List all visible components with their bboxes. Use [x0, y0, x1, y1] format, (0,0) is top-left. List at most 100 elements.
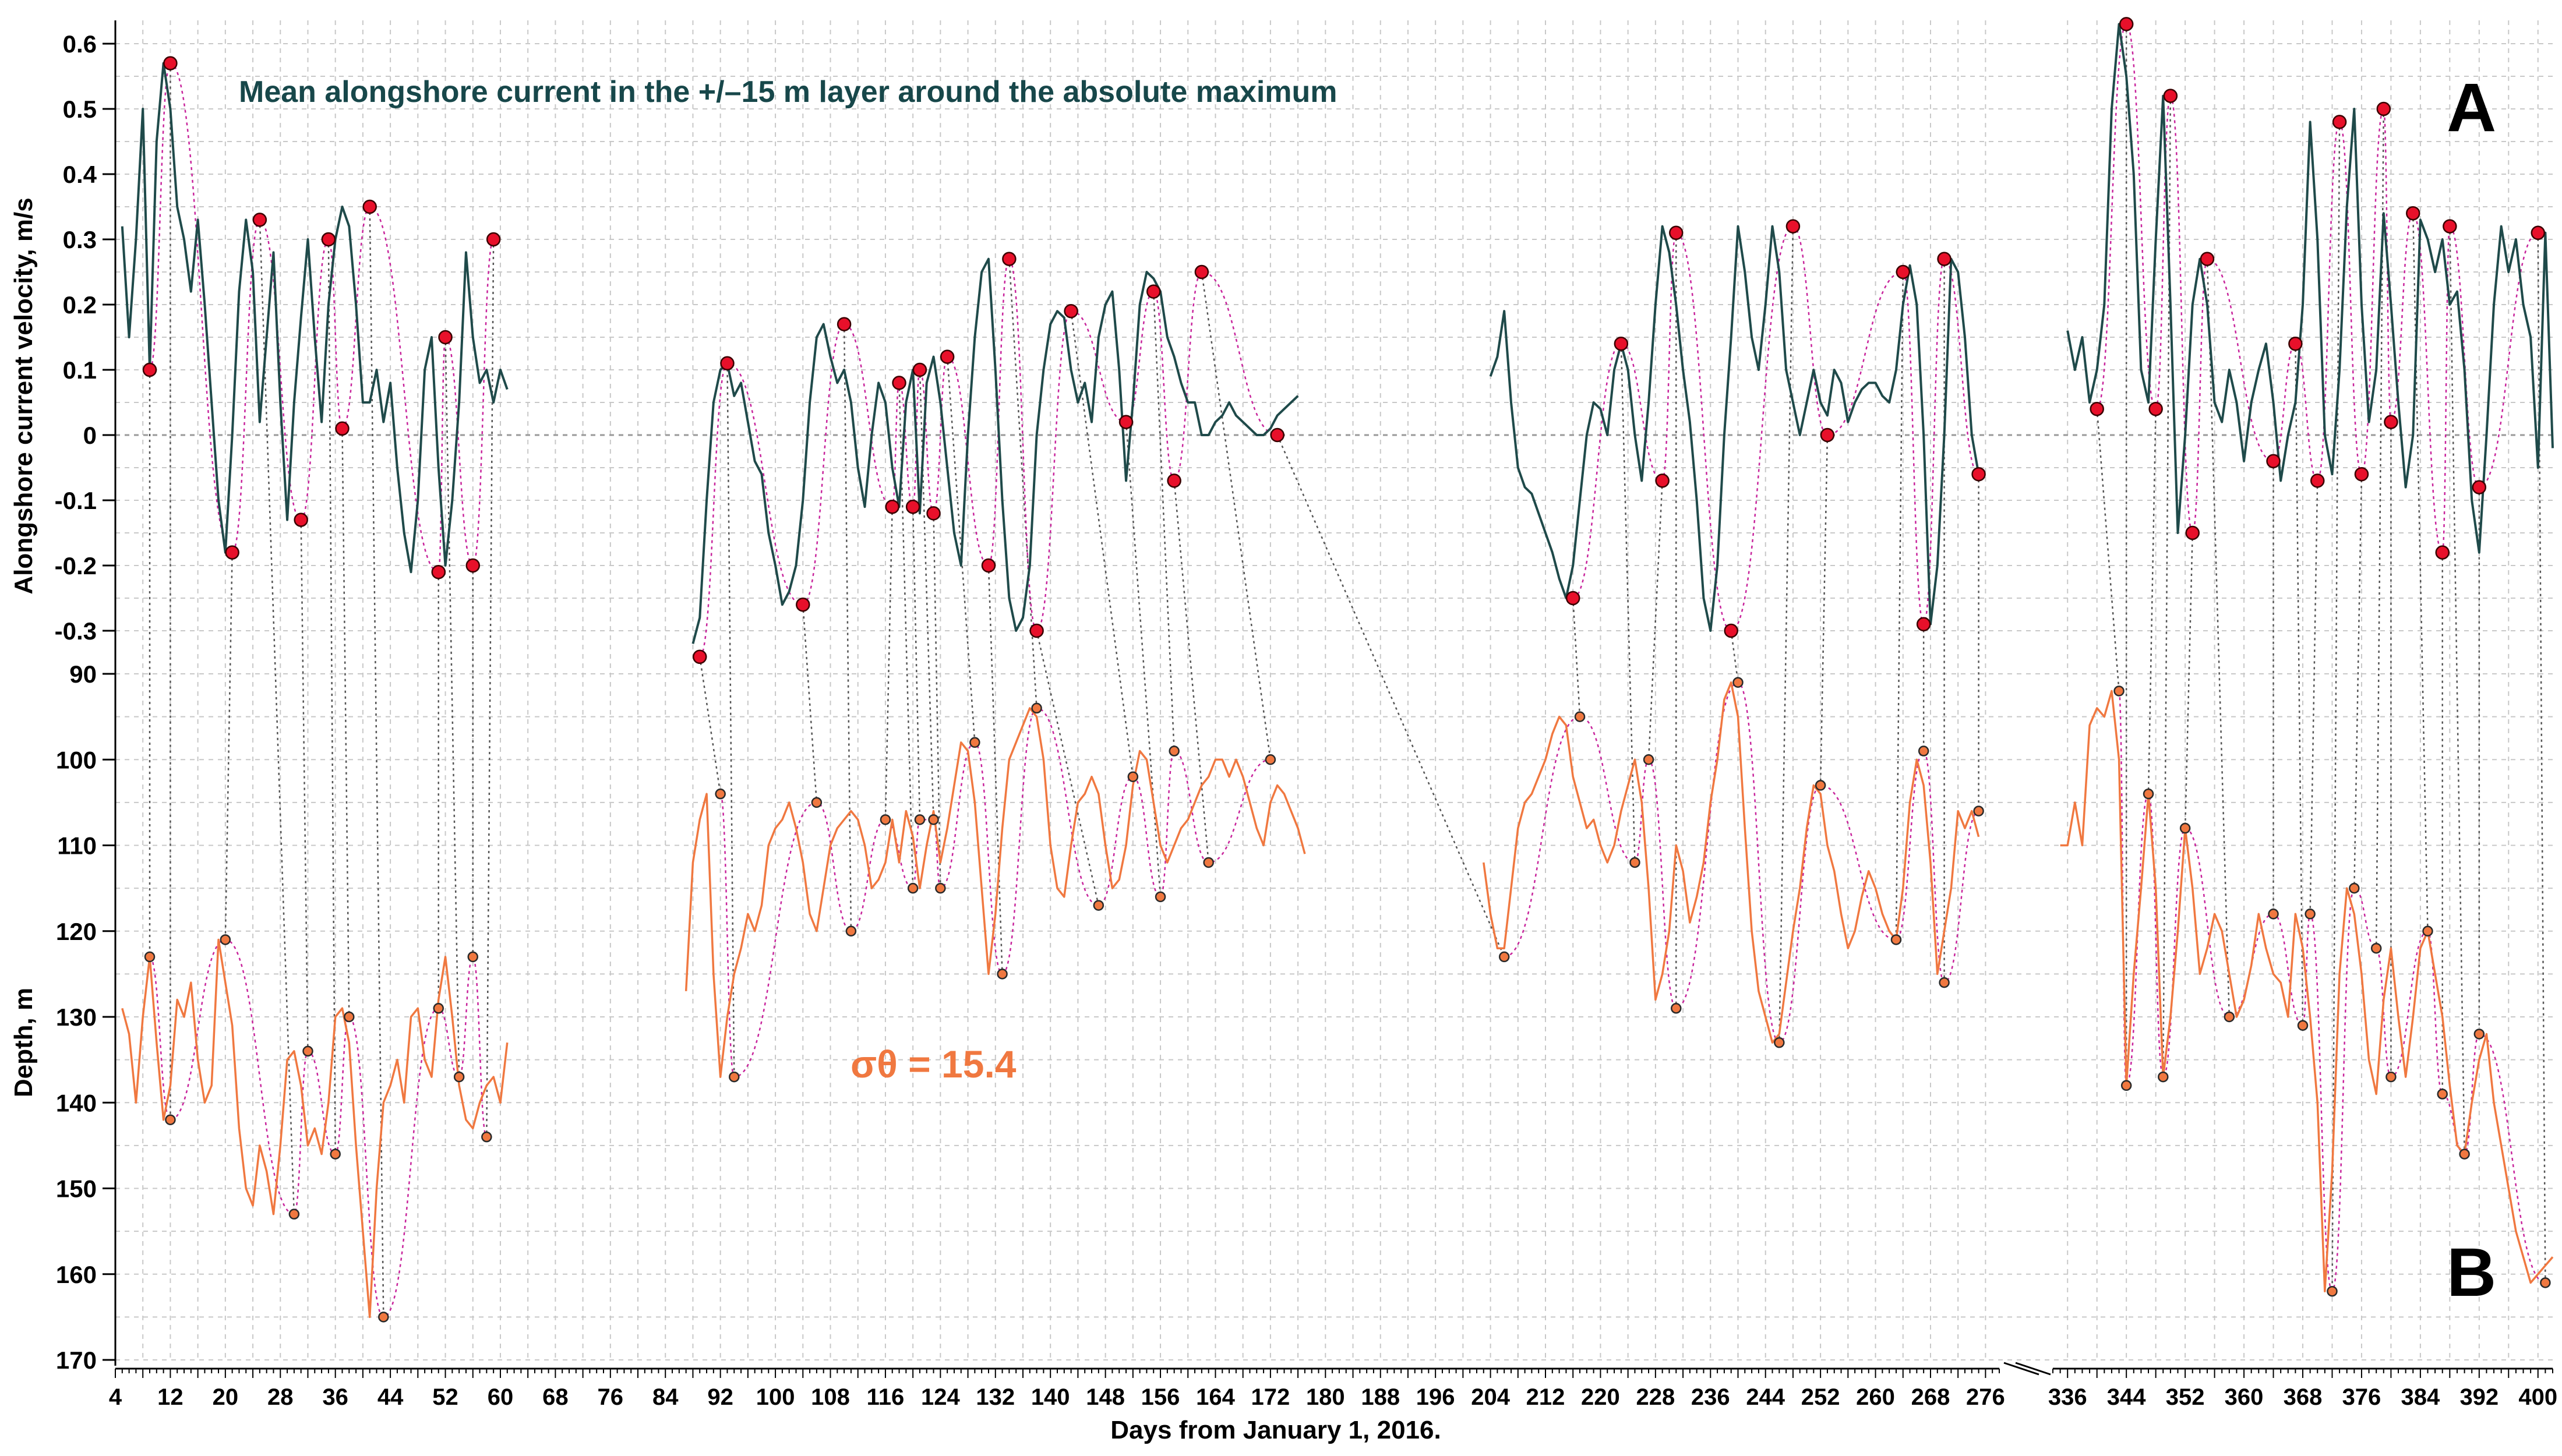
panel-a-label: A — [2447, 69, 2496, 146]
velocity-extremum-point — [1146, 284, 1161, 299]
velocity-envelope — [2096, 23, 2539, 553]
depth-extremum-point — [302, 1045, 313, 1057]
x-tick-label: 188 — [1361, 1384, 1400, 1410]
velocity-extremum-point — [981, 558, 996, 573]
velocity-extremum-point — [163, 56, 178, 70]
extrema-connector — [2309, 480, 2318, 914]
depth-extremum-point — [2113, 685, 2125, 697]
velocity-extremum-point — [486, 232, 501, 247]
y-tick-label-depth: 140 — [56, 1089, 97, 1116]
y-tick-label-velocity: -0.2 — [55, 552, 97, 579]
depth-extremum-point — [845, 925, 857, 936]
x-tick-label: 164 — [1196, 1384, 1235, 1410]
velocity-extremum-point — [335, 421, 350, 436]
depth-extremum-point — [1973, 805, 1984, 817]
extrema-connector — [259, 220, 295, 1214]
velocity-series-line — [2066, 23, 2554, 554]
x-tick-label: 260 — [1856, 1384, 1895, 1410]
x-tick-label: 116 — [867, 1384, 905, 1410]
depth-extremum-point — [1671, 1003, 1682, 1014]
velocity-extremum-point — [1937, 252, 1952, 266]
velocity-series-line — [1489, 225, 1980, 632]
sigma-annotation: σθ = 15.4 — [851, 1042, 1017, 1086]
depth-extremum-point — [330, 1148, 341, 1160]
x-tick-label: 236 — [1691, 1384, 1730, 1410]
x-tick-label: 108 — [811, 1384, 850, 1410]
velocity-extremum-point — [1064, 303, 1078, 319]
depth-series-line — [684, 707, 1306, 1078]
depth-envelope — [1504, 681, 1979, 1044]
x-tick-label: 20 — [213, 1384, 239, 1410]
velocity-extremum-point — [2148, 401, 2163, 416]
depth-envelope — [149, 939, 488, 1318]
depth-extremum-point — [1169, 745, 1180, 757]
extrema-connector — [2147, 409, 2157, 794]
x-tick-label: 44 — [377, 1384, 404, 1410]
velocity-extremum-point — [431, 564, 446, 579]
depth-extremum-point — [453, 1071, 465, 1083]
x-tick-label: 132 — [976, 1384, 1015, 1410]
x-tick-label: 68 — [542, 1384, 569, 1410]
y-tick-label-velocity: 0.6 — [63, 30, 97, 58]
depth-extremum-point — [2540, 1277, 2551, 1288]
velocity-extremum-point — [2384, 415, 2398, 429]
extrema-connector — [898, 383, 914, 889]
x-tick-label: 84 — [652, 1384, 679, 1410]
velocity-extremum-point — [2200, 252, 2215, 266]
x-tick-label: 252 — [1801, 1384, 1840, 1410]
depth-extremum-point — [2143, 788, 2154, 800]
x-tick-label: 36 — [322, 1384, 348, 1410]
velocity-extremum-point — [926, 506, 941, 521]
velocity-extremum-point — [321, 232, 336, 247]
velocity-extremum-point — [2163, 89, 2178, 103]
velocity-extremum-point — [1167, 473, 1181, 488]
depth-extremum-point — [1093, 900, 1104, 911]
extrema-connector — [1276, 434, 1505, 957]
velocity-extremum-point — [2090, 401, 2104, 416]
axis-layer: -0.3 -0.2 -0.1 0 0.1 0.2 0.3 0.4 0.5 0.6 90 100 110 1… — [55, 20, 2557, 1410]
velocity-extremum-point — [2354, 467, 2369, 482]
depth-extremum-point — [2158, 1071, 2169, 1083]
x-tick-label: 28 — [267, 1384, 294, 1410]
velocity-extremum-point — [1896, 264, 1911, 280]
x-tick-label: 172 — [1251, 1384, 1290, 1410]
velocity-extremum-point — [1785, 219, 1801, 234]
velocity-extremum-point — [2406, 206, 2420, 221]
depth-extremum-point — [811, 797, 823, 808]
extrema-connector — [802, 605, 818, 803]
depth-extremum-point — [1265, 754, 1276, 765]
velocity-extremum-point — [2288, 336, 2303, 351]
velocity-extremum-point — [1194, 264, 1209, 280]
series-layer — [121, 23, 2554, 1319]
depth-extremum-point — [2459, 1148, 2470, 1160]
velocity-extremum-point — [142, 362, 157, 377]
depth-extremum-point — [2437, 1089, 2448, 1100]
x-tick-label: 212 — [1526, 1384, 1565, 1410]
depth-extremum-point — [1918, 745, 1929, 757]
y-tick-label-velocity: -0.1 — [55, 487, 97, 514]
velocity-extremum-point — [1916, 617, 1931, 632]
velocity-extremum-point — [837, 317, 852, 331]
velocity-extremum-point — [2376, 101, 2391, 116]
velocity-extremum-point — [438, 330, 453, 345]
y-tick-label-depth: 100 — [56, 746, 97, 773]
velocity-extremum-point — [2443, 219, 2457, 234]
depth-extremum-point — [1732, 677, 1744, 688]
x-axis-label: Days from January 1, 2016. — [1110, 1416, 1441, 1444]
extrema-connector — [341, 428, 350, 1017]
extrema-connector — [1572, 598, 1581, 717]
depth-extremum-point — [1498, 951, 1510, 963]
velocity-extremum-point — [905, 499, 920, 514]
depth-extremum-point — [935, 882, 946, 894]
depth-series-line — [121, 938, 509, 1319]
velocity-extremum-point — [1029, 623, 1044, 638]
depth-extremum-point — [907, 882, 919, 894]
extrema-connector — [1152, 291, 1175, 751]
y-tick-label-depth: 90 — [69, 660, 97, 688]
depth-extremum-point — [2385, 1071, 2397, 1083]
extrema-connector — [2184, 532, 2193, 829]
velocity-extremum-point — [892, 376, 906, 390]
depth-extremum-point — [378, 1312, 389, 1323]
x-tick-label: 140 — [1031, 1384, 1070, 1410]
